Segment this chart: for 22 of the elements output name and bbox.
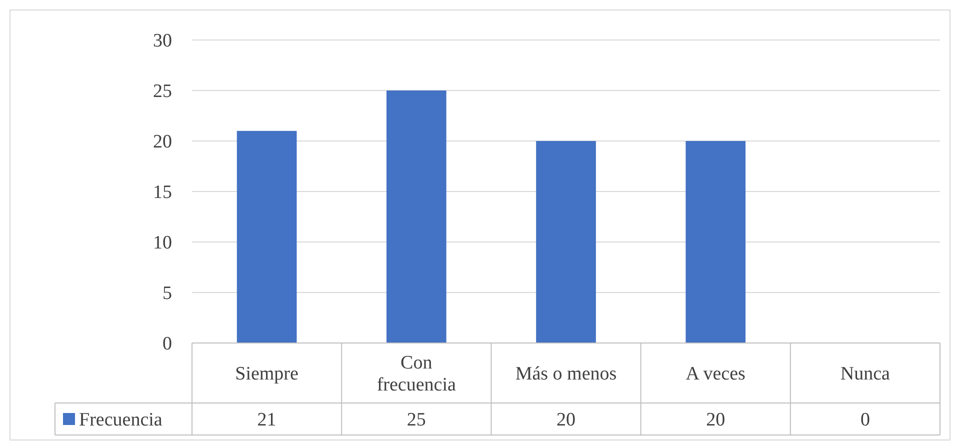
y-tick-label: 0 <box>162 334 172 355</box>
x-tick-label: Con frecuencia <box>376 352 457 396</box>
y-tick-label: 15 <box>153 182 172 204</box>
bar <box>686 141 746 343</box>
x-tick-label: Siempre <box>235 364 298 385</box>
x-tick-label: Nunca <box>840 364 891 385</box>
data-label: 0 <box>860 410 870 431</box>
y-tick-label: 30 <box>153 30 172 52</box>
y-tick-label: 25 <box>153 81 172 102</box>
data-label: 20 <box>556 410 576 431</box>
y-tick-label: 20 <box>153 132 172 153</box>
data-label: 21 <box>257 410 276 431</box>
data-label: 20 <box>706 410 726 431</box>
bar <box>536 141 596 343</box>
y-tick-label: 5 <box>162 283 172 304</box>
x-tick-label: A veces <box>686 364 746 385</box>
bar <box>236 130 297 343</box>
x-tick-label: Más o menos <box>515 364 617 385</box>
legend-label: Frecuencia <box>79 410 163 431</box>
data-label: 25 <box>406 410 426 431</box>
y-tick-label: 10 <box>153 232 172 254</box>
bar <box>386 90 446 343</box>
